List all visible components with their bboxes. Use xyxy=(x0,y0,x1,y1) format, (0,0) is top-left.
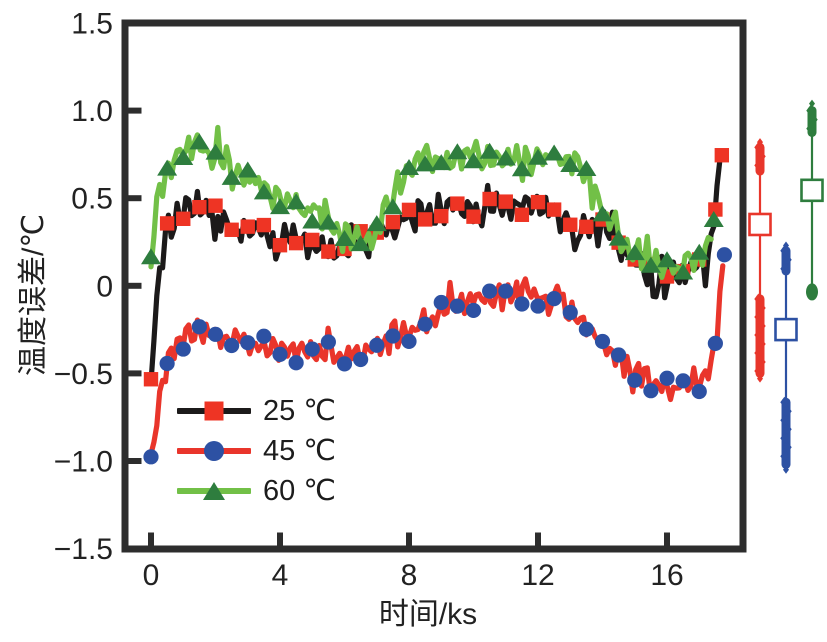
legend-line-45c xyxy=(177,441,251,461)
y-tick-label: −0.5 xyxy=(54,358,113,391)
triangle-marker-icon xyxy=(203,482,225,500)
y-tick-label: 0.5 xyxy=(71,183,113,216)
legend-line-60c xyxy=(177,482,251,500)
mean-square-marker xyxy=(774,317,798,342)
series-45℃ xyxy=(143,247,733,465)
legend-label-60c: 60 ℃ xyxy=(263,474,336,507)
x-tick-label: 8 xyxy=(401,559,418,592)
axes: 0 4 8 12 16 1.5 1.0 0.5 0 −0.5 −1.0 −1.5 xyxy=(54,8,684,593)
45C-error-distribution xyxy=(774,241,798,474)
y-tick-label: 1.5 xyxy=(71,8,113,41)
legend-item-60c: 60 ℃ xyxy=(177,471,336,511)
x-tick-label: 12 xyxy=(521,559,554,592)
x-tick-label: 4 xyxy=(272,559,289,592)
circle-marker-icon xyxy=(204,441,224,461)
y-tick-label: 1.0 xyxy=(71,95,113,128)
legend-label-25c: 25 ℃ xyxy=(263,394,336,427)
plot-frame xyxy=(121,19,747,553)
mean-square-marker xyxy=(800,178,824,203)
x-axis-title: 时间/ks xyxy=(378,598,478,631)
series-60℃ xyxy=(141,124,724,280)
legend-item-45c: 45 ℃ xyxy=(177,431,336,471)
mean-square-marker xyxy=(748,212,772,237)
legend-line-25c xyxy=(177,401,251,421)
legend: 25 ℃ 45 ℃ 60 ℃ xyxy=(177,391,336,511)
60C-error-distribution xyxy=(800,99,824,301)
y-axis-title: 温度误差/℃ xyxy=(17,213,50,377)
25C-error-distribution xyxy=(748,138,772,383)
legend-label-45c: 45 ℃ xyxy=(263,434,336,467)
y-tick-label: −1.5 xyxy=(54,533,113,566)
legend-item-25c: 25 ℃ xyxy=(177,391,336,431)
y-tick-label: −1.0 xyxy=(54,446,113,479)
x-tick-label: 16 xyxy=(650,559,683,592)
square-marker-icon xyxy=(204,401,224,421)
x-tick-label: 0 xyxy=(143,559,160,592)
y-tick-label: 0 xyxy=(96,270,113,303)
